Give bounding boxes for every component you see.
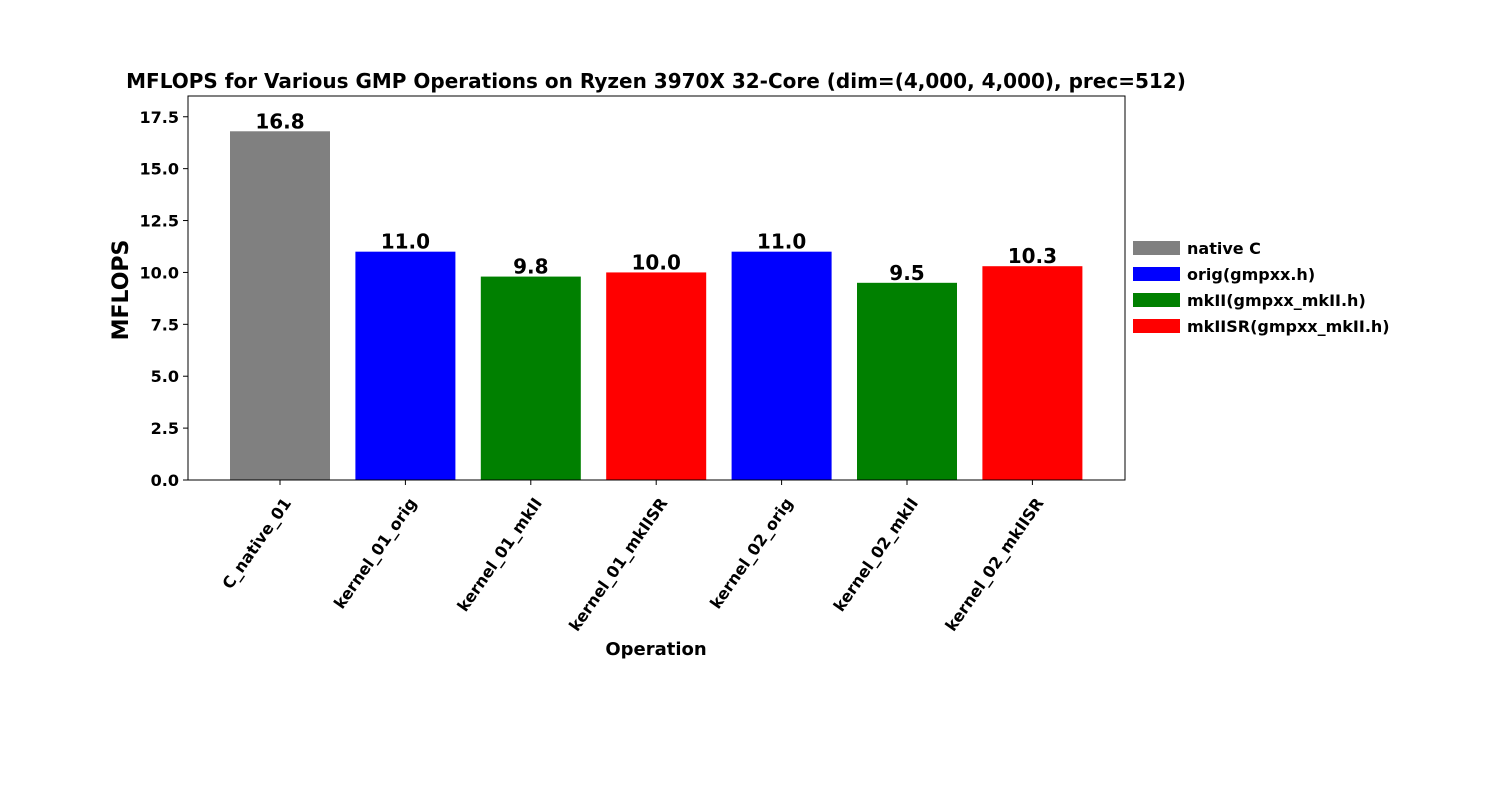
y-tick-label: 15.0	[140, 160, 179, 179]
x-axis-label: Operation	[605, 639, 706, 660]
x-tick-label: C_native_01	[218, 494, 295, 592]
bar-kernel_02_mkII	[857, 282, 957, 480]
y-tick-label: 12.5	[140, 212, 179, 231]
legend-swatch	[1133, 293, 1180, 307]
legend-swatch	[1133, 267, 1180, 281]
bar-value-label: 16.8	[255, 109, 304, 133]
chart-title: MFLOPS for Various GMP Operations on Ryz…	[126, 69, 1186, 93]
bars	[230, 131, 1083, 480]
x-tick-label: kernel_02_orig	[706, 494, 797, 612]
bar-value-label: 10.0	[632, 250, 681, 274]
bar-kernel_01_mkII	[480, 276, 581, 480]
bar-kernel_01_orig	[355, 251, 456, 480]
legend-swatch	[1133, 319, 1180, 333]
y-tick-label: 0.0	[151, 471, 179, 490]
x-tick-label: kernel_01_mkII	[453, 494, 546, 615]
legend-label: native C	[1187, 239, 1261, 258]
y-axis: 0.0 2.5 5.0 7.5 10.0 12.5 15.0 17.5	[140, 108, 188, 490]
x-tick-label: kernel_02_mkIISR	[941, 494, 1047, 634]
bar-C_native_01	[230, 131, 330, 480]
y-tick-label: 2.5	[151, 419, 179, 438]
bar-value-label: 11.0	[381, 230, 430, 254]
legend-swatch	[1133, 241, 1180, 255]
bar-kernel_02_orig	[731, 251, 832, 480]
y-axis-label: MFLOPS	[109, 240, 134, 341]
y-tick-label: 7.5	[151, 315, 179, 334]
bar-value-labels: 16.8 11.0 9.8 10.0 11.0 9.5 10.3	[255, 109, 1057, 285]
x-tick-label: kernel_01_orig	[330, 494, 421, 612]
bar-value-label: 9.8	[513, 255, 548, 279]
x-tick-label: kernel_02_mkII	[830, 494, 923, 615]
y-tick-label: 10.0	[140, 263, 179, 282]
x-axis: C_native_01 kernel_01_orig kernel_01_mkII k…	[218, 480, 1048, 635]
bar-value-label: 10.3	[1008, 244, 1057, 268]
y-tick-label: 17.5	[140, 108, 179, 127]
bar-value-label: 11.0	[757, 230, 806, 254]
legend-label: mkII(gmpxx_mkII.h)	[1187, 291, 1366, 310]
bar-kernel_01_mkIISR	[606, 272, 707, 480]
bar-value-label: 9.5	[889, 261, 924, 285]
legend-label: orig(gmpxx.h)	[1187, 265, 1315, 284]
legend: native C orig(gmpxx.h) mkII(gmpxx_mkII.h)m…	[1133, 239, 1390, 336]
y-tick-label: 5.0	[151, 367, 179, 386]
bar-kernel_02_mkIISR	[982, 266, 1083, 480]
legend-label: mkIISR(gmpxx_mkII.h)	[1187, 317, 1390, 336]
x-tick-label: kernel_01_mkIISR	[565, 494, 671, 634]
